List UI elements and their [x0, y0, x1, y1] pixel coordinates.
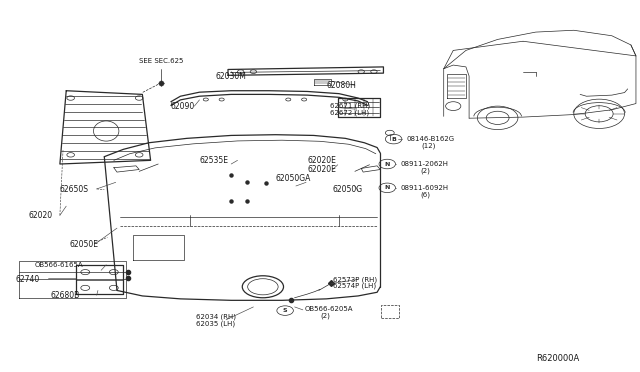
Text: 62020: 62020	[28, 211, 52, 220]
Text: 62080H: 62080H	[326, 81, 356, 90]
Text: OB566-6165A: OB566-6165A	[35, 262, 83, 268]
Text: 62034 (RH): 62034 (RH)	[196, 314, 236, 320]
Text: OB566-6205A: OB566-6205A	[304, 306, 353, 312]
Text: N: N	[385, 161, 390, 167]
Text: 08911-6092H: 08911-6092H	[401, 185, 449, 191]
Text: B: B	[391, 137, 396, 142]
Text: 62020E: 62020E	[307, 165, 336, 174]
Text: 62050GA: 62050GA	[276, 174, 311, 183]
Text: SEE SEC.625: SEE SEC.625	[139, 58, 184, 64]
Text: 62020E: 62020E	[307, 156, 336, 165]
Text: N: N	[385, 185, 390, 190]
Text: 62030M: 62030M	[215, 71, 246, 81]
Text: 62050G: 62050G	[333, 185, 363, 194]
Text: R620000A: R620000A	[536, 354, 579, 363]
Text: (12): (12)	[422, 142, 436, 149]
Text: 62035 (LH): 62035 (LH)	[196, 321, 236, 327]
Text: 62680B: 62680B	[51, 291, 79, 301]
Text: 62672 (LH): 62672 (LH)	[330, 109, 369, 116]
Text: S: S	[283, 308, 287, 313]
Text: 62650S: 62650S	[60, 185, 89, 194]
Text: (6): (6)	[420, 191, 430, 198]
Text: 62740: 62740	[15, 275, 40, 284]
Text: 62574P (LH): 62574P (LH)	[333, 283, 376, 289]
Text: 62050E: 62050E	[69, 240, 99, 249]
Text: 62671 (RH): 62671 (RH)	[330, 102, 370, 109]
Text: 08911-2062H: 08911-2062H	[401, 161, 449, 167]
Text: 08146-B162G: 08146-B162G	[407, 136, 455, 142]
Text: (2): (2)	[320, 312, 330, 318]
Text: 62090: 62090	[171, 102, 195, 110]
Text: 62535E: 62535E	[200, 156, 228, 165]
Text: 62573P (RH): 62573P (RH)	[333, 276, 377, 283]
Text: (2): (2)	[420, 167, 430, 174]
